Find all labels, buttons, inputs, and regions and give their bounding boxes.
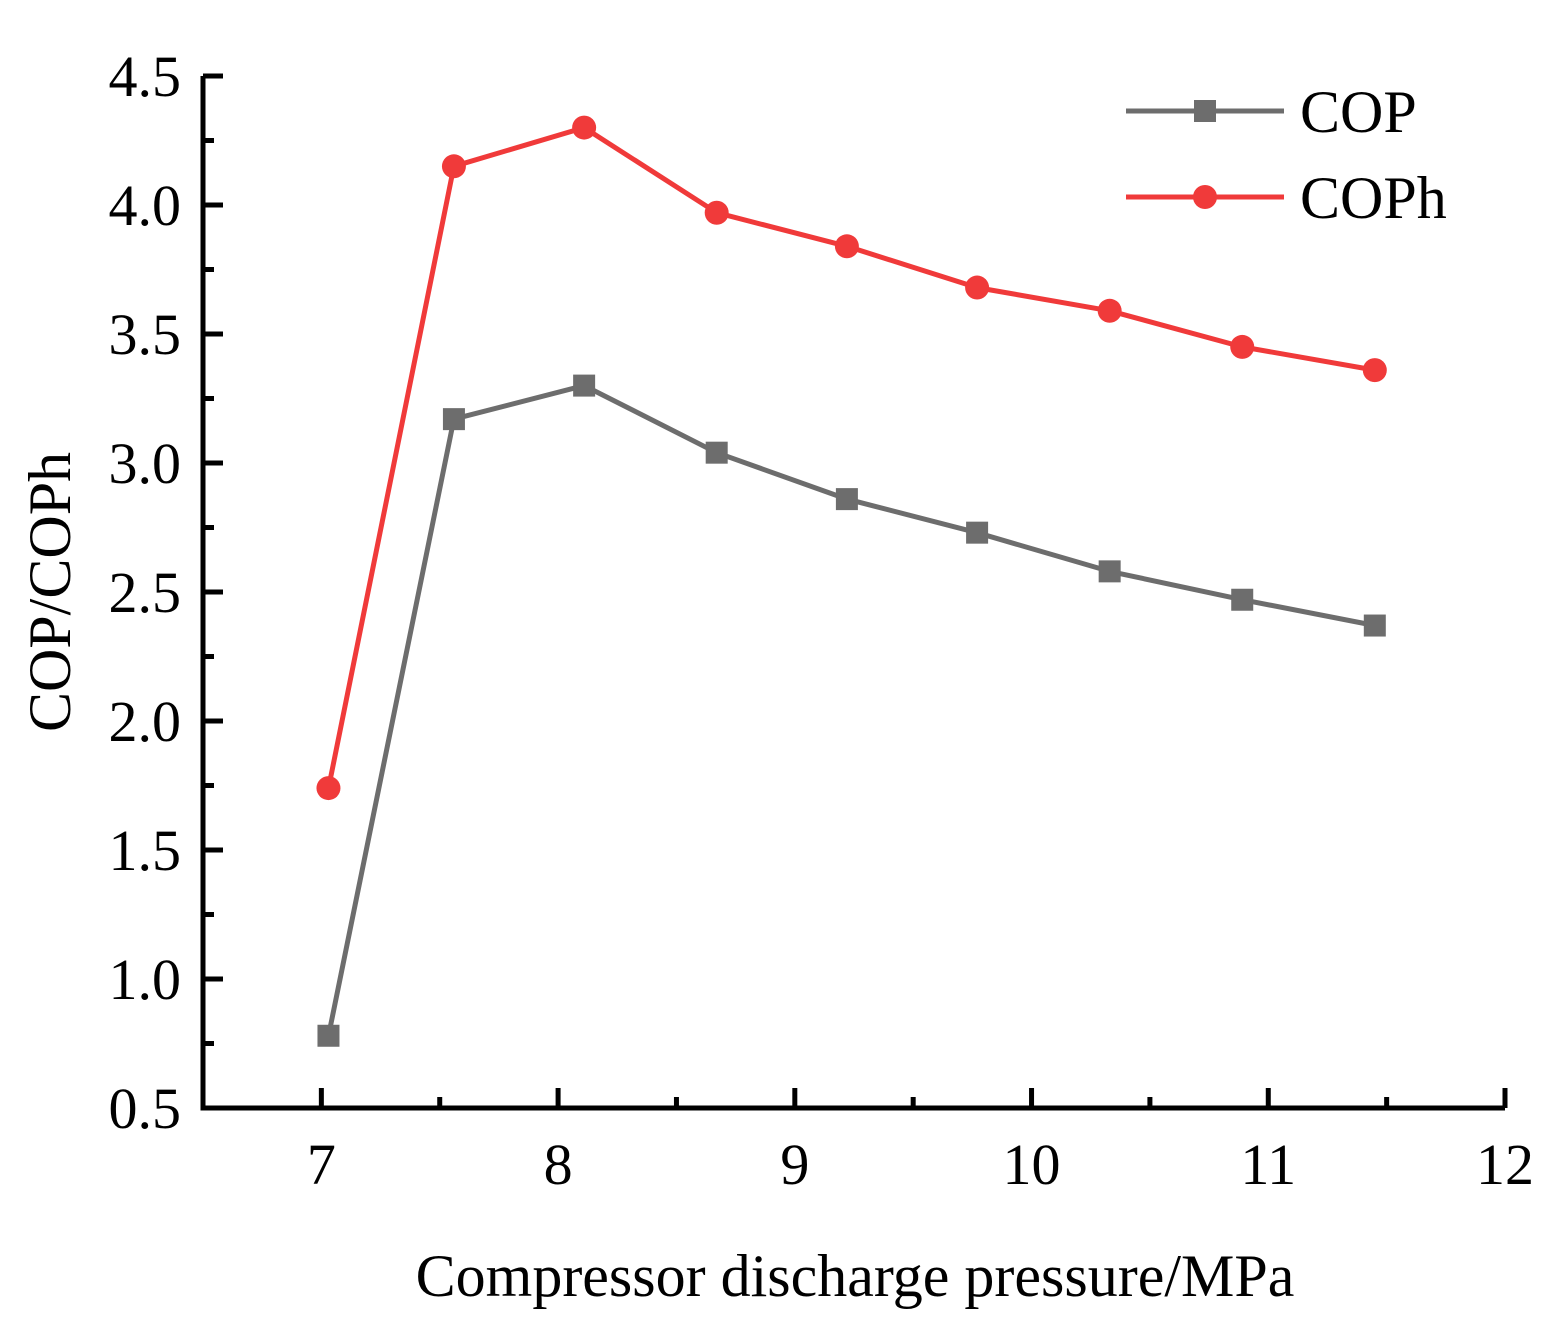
x-tick-label: 12: [1476, 1132, 1534, 1197]
data-point-cop: [317, 1024, 340, 1047]
data-point-cop: [442, 408, 465, 431]
data-point-coph: [834, 234, 859, 259]
legend-label: COPh: [1300, 165, 1447, 231]
data-point-cop: [835, 488, 858, 511]
series-cop: [317, 374, 1386, 1047]
y-tick-label: 3.5: [109, 302, 182, 367]
data-point-coph: [441, 154, 466, 179]
x-tick-label: 9: [780, 1132, 809, 1197]
data-point-coph: [1097, 298, 1122, 323]
y-tick-label: 4.5: [109, 44, 182, 109]
legend-marker-circle: [1193, 185, 1217, 209]
series-line-coph: [326, 125, 1376, 789]
legend: COP COPh: [1126, 79, 1447, 231]
y-tick-label: 2.0: [109, 689, 182, 754]
data-point-cop: [573, 374, 596, 397]
x-axis-title: Compressor discharge pressure/MPa: [416, 1243, 1295, 1309]
data-point-coph: [316, 776, 341, 801]
x-tick-label: 7: [307, 1132, 336, 1197]
legend-item-cop: COP: [1126, 79, 1417, 145]
data-point-cop: [1363, 614, 1386, 637]
data-point-cop: [1098, 560, 1121, 583]
data-point-coph: [1362, 358, 1387, 383]
data-point-cop: [966, 521, 989, 544]
y-axis-ticks: [203, 73, 223, 1111]
series-line-cop: [326, 383, 1376, 1037]
y-tick-label: 0.5: [109, 1076, 182, 1141]
series-coph: [316, 115, 1387, 801]
data-point-coph: [965, 275, 990, 300]
legend-marker-square: [1194, 100, 1216, 122]
data-point-coph: [1230, 334, 1255, 359]
series-layer: [316, 115, 1387, 1047]
x-tick-label: 10: [1003, 1132, 1061, 1197]
y-tick-label: 4.0: [109, 173, 182, 238]
x-tick-labels: 7 8 9 10 11 12: [307, 1132, 1534, 1197]
x-tick-label: 11: [1240, 1132, 1296, 1197]
y-tick-label: 2.5: [109, 560, 182, 625]
data-point-cop: [1231, 588, 1254, 611]
x-axis-ticks: [318, 1088, 1508, 1108]
data-point-coph: [572, 115, 597, 140]
y-axis-title: COP/COPh: [17, 452, 83, 732]
legend-label: COP: [1300, 79, 1417, 145]
x-tick-label: 8: [544, 1132, 573, 1197]
legend-item-coph: COPh: [1126, 165, 1447, 231]
y-tick-label: 1.5: [109, 818, 182, 883]
data-point-cop: [705, 441, 728, 464]
y-tick-label: 1.0: [109, 947, 182, 1012]
data-point-coph: [704, 200, 729, 225]
y-tick-labels: 0.5 1.0 1.5 2.0 2.5 3.0 3.5 4.0 4.5: [109, 44, 182, 1141]
y-tick-label: 3.0: [109, 431, 182, 496]
